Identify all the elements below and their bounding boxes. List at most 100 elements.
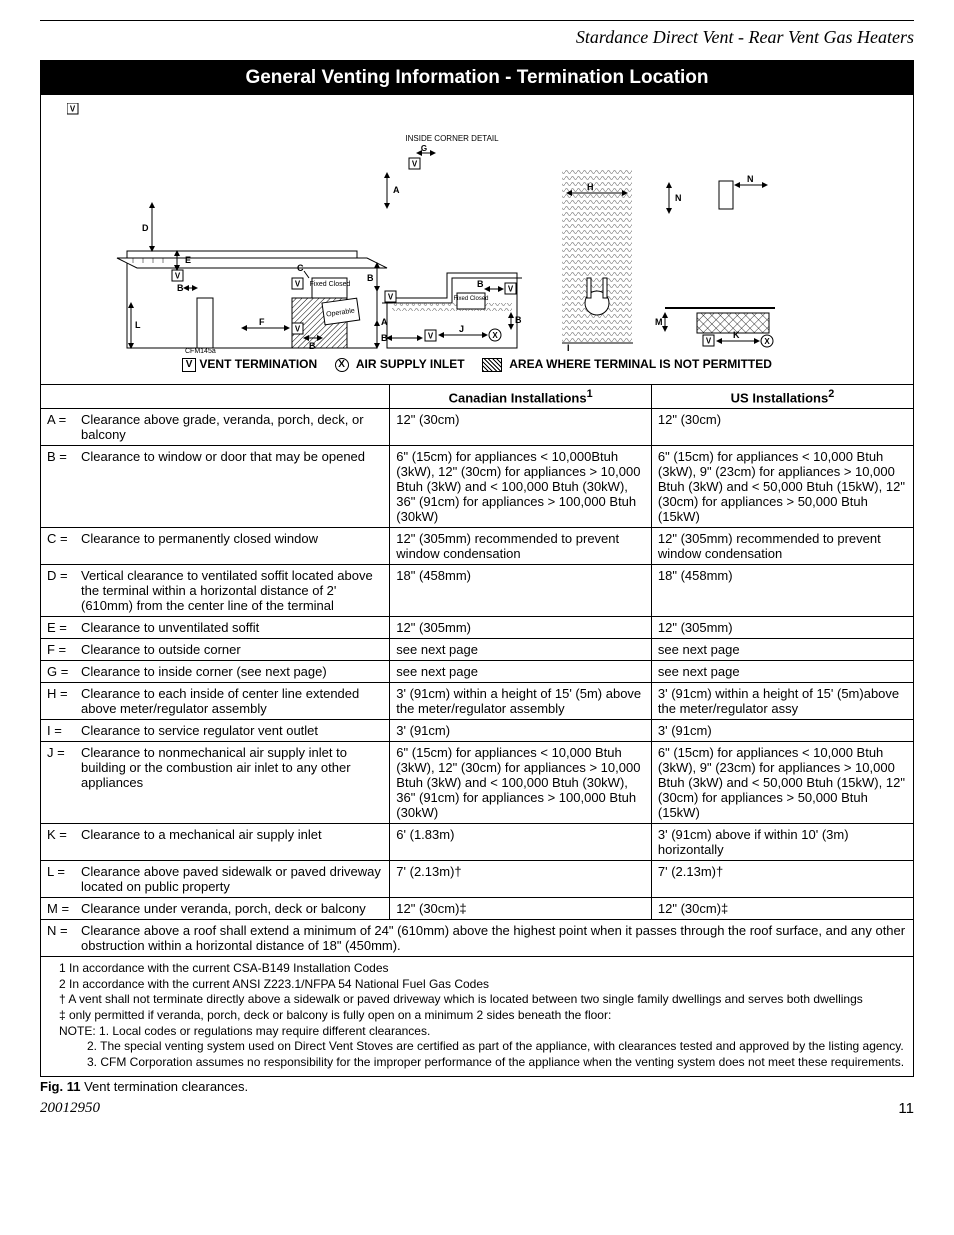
row-key: M = [47, 901, 81, 916]
row-desc: Clearance to each inside of center line … [81, 686, 383, 716]
row-us: 6" (15cm) for appliances < 10,000 Btuh (… [651, 446, 913, 528]
row-ca: 7' (2.13m)† [390, 861, 652, 898]
svg-text:Fixed Closed: Fixed Closed [310, 281, 351, 288]
row-ca: 12" (30cm) [390, 409, 652, 446]
figure-caption: Fig. 11 Vent termination clearances. [40, 1079, 914, 1094]
clearance-table: Canadian Installations1 US Installations… [41, 384, 913, 957]
table-row: L =Clearance above paved sidewalk or pav… [41, 861, 913, 898]
row-us: 3' (91cm) [651, 720, 913, 742]
table-row: G =Clearance to inside corner (see next … [41, 661, 913, 683]
svg-text:C: C [297, 263, 304, 273]
row-us: 3' (91cm) within a height of 15' (5m)abo… [651, 683, 913, 720]
svg-text:G: G [421, 144, 427, 153]
row-ca: 6' (1.83m) [390, 824, 652, 861]
page-number: 11 [898, 1100, 914, 1117]
table-row: F =Clearance to outside cornersee next p… [41, 639, 913, 661]
row-key: L = [47, 864, 81, 894]
row-key: B = [47, 449, 81, 464]
svg-text:N: N [747, 174, 754, 184]
table-row: K =Clearance to a mechanical air supply … [41, 824, 913, 861]
row-us: see next page [651, 639, 913, 661]
table-row: D =Vertical clearance to ventilated soff… [41, 565, 913, 617]
svg-text:H: H [587, 182, 594, 192]
row-desc: Clearance to a mechanical air supply inl… [81, 827, 383, 842]
svg-text:N: N [675, 193, 682, 203]
row-desc: Clearance to service regulator vent outl… [81, 723, 383, 738]
svg-text:M: M [655, 317, 663, 327]
note-3: 3. CFM Corporation assumes no responsibi… [59, 1055, 905, 1071]
section-title: General Venting Information - Terminatio… [41, 61, 913, 95]
row-us: 12" (30cm) [651, 409, 913, 446]
svg-text:V: V [70, 105, 76, 114]
row-us: 12" (305mm) recommended to prevent windo… [651, 528, 913, 565]
note-2: 2. The special venting system used on Di… [59, 1039, 905, 1055]
legend-air: AIR SUPPLY INLET [356, 357, 465, 371]
svg-text:B: B [515, 315, 522, 325]
row-desc: Clearance to permanently closed window [81, 531, 383, 546]
row-key: I = [47, 723, 81, 738]
svg-text:E: E [185, 255, 191, 265]
svg-text:J: J [459, 324, 464, 334]
row-us: 3' (91cm) above if within 10' (3m) horiz… [651, 824, 913, 861]
table-row: C =Clearance to permanently closed windo… [41, 528, 913, 565]
table-row-n: N =Clearance above a roof shall extend a… [41, 920, 913, 957]
row-key: J = [47, 745, 81, 790]
row-key: H = [47, 686, 81, 716]
footnote-dagger: † A vent shall not terminate directly ab… [59, 992, 905, 1008]
row-key: E = [47, 620, 81, 635]
row-ca: 6" (15cm) for appliances < 10,000 Btuh (… [390, 742, 652, 824]
table-row: E =Clearance to unventilated soffit 12" (… [41, 617, 913, 639]
row-ca: see next page [390, 639, 652, 661]
row-ca: see next page [390, 661, 652, 683]
row-ca: 12" (30cm)‡ [390, 898, 652, 920]
svg-text:I: I [567, 343, 570, 353]
row-ca: 3' (91cm) within a height of 15' (5m) ab… [390, 683, 652, 720]
row-desc: Clearance to outside corner [81, 642, 383, 657]
svg-text:K: K [733, 330, 740, 340]
row-us: 12" (305mm) [651, 617, 913, 639]
row-desc: Clearance to nonmechanical air supply in… [81, 745, 383, 790]
row-us: 6" (15cm) for appliances < 10,000 Btuh (… [651, 742, 913, 824]
row-key: G = [47, 664, 81, 679]
svg-text:X: X [764, 337, 770, 346]
svg-text:INSIDE CORNER DETAIL: INSIDE CORNER DETAIL [405, 134, 499, 143]
svg-text:CFM145a: CFM145a [185, 348, 216, 353]
footnote-ddagger: ‡ only permitted if veranda, porch, deck… [59, 1008, 905, 1024]
row-ca: 12" (305mm) [390, 617, 652, 639]
svg-text:B: B [477, 279, 484, 289]
svg-text:B: B [309, 341, 316, 351]
row-ca: 6" (15cm) for appliances < 10,000Btuh (3… [390, 446, 652, 528]
row-us: 18" (458mm) [651, 565, 913, 617]
svg-text:Fixed Closed: Fixed Closed [453, 296, 488, 302]
row-key: A = [47, 412, 81, 442]
row-desc: Clearance above paved sidewalk or paved … [81, 864, 383, 894]
row-desc: Clearance to unventilated soffit [81, 620, 383, 635]
diagram-area: Fixed Closed Operable V D E L B F B C CF… [41, 95, 913, 384]
row-desc: Clearance to inside corner (see next pag… [81, 664, 383, 679]
svg-text:B: B [367, 273, 374, 283]
footnotes: 1 In accordance with the current CSA-B14… [41, 957, 913, 1076]
row-key: C = [47, 531, 81, 546]
air-supply-icon: X [335, 358, 349, 372]
row-us: see next page [651, 661, 913, 683]
row-us: 7' (2.13m)† [651, 861, 913, 898]
footnote-1: 1 In accordance with the current CSA-B14… [59, 961, 905, 977]
table-row: I =Clearance to service regulator vent o… [41, 720, 913, 742]
row-desc: Clearance to window or door that may be … [81, 449, 383, 464]
table-row: A =Clearance above grade, veranda, porch… [41, 409, 913, 446]
doc-number: 20012950 [40, 1100, 100, 1117]
svg-text:B: B [381, 333, 388, 343]
row-us: 12" (30cm)‡ [651, 898, 913, 920]
legend-vent: VENT TERMINATION [199, 357, 317, 371]
row-desc: Clearance under veranda, porch, deck or … [81, 901, 383, 916]
footnote-2: 2 In accordance with the current ANSI Z2… [59, 977, 905, 993]
svg-text:A: A [381, 317, 388, 327]
table-row: B =Clearance to window or door that may … [41, 446, 913, 528]
svg-text:L: L [135, 320, 141, 330]
note-label: NOTE: [59, 1024, 96, 1038]
svg-text:F: F [259, 317, 265, 327]
row-key: D = [47, 568, 81, 613]
row-ca: 18" (458mm) [390, 565, 652, 617]
legend-row: V VENT TERMINATION X AIR SUPPLY INLET AR… [51, 353, 903, 380]
content-box: General Venting Information - Terminatio… [40, 60, 914, 1077]
